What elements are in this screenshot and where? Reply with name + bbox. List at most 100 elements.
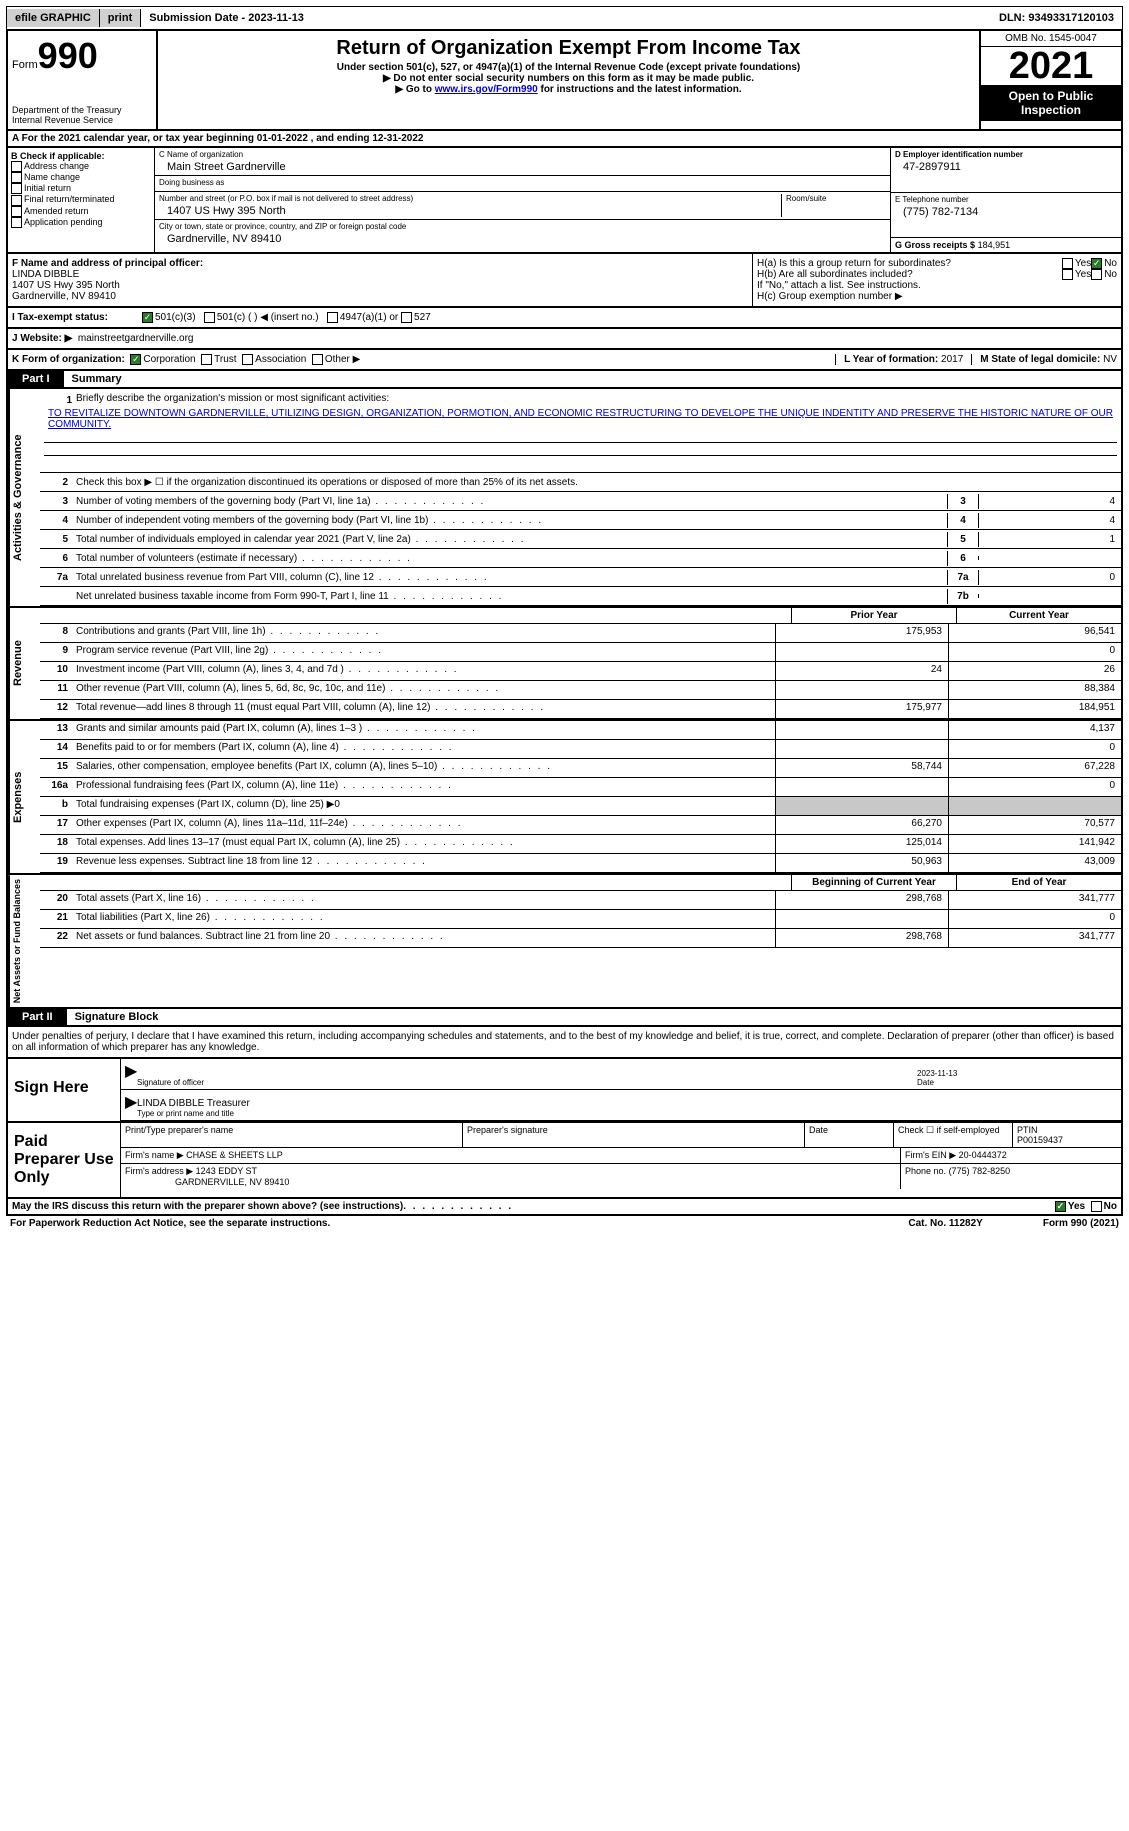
hdr-end: End of Year (956, 875, 1121, 890)
row-klm: K Form of organization: Corporation Trus… (6, 350, 1123, 371)
hb-note: If "No," attach a list. See instructions… (757, 280, 1117, 291)
summary-row: 6Total number of volunteers (estimate if… (40, 549, 1121, 568)
hb-label: H(b) Are all subordinates included? (757, 269, 1062, 280)
signature-block: Under penalties of perjury, I declare th… (6, 1027, 1123, 1199)
part1-title: Summary (64, 371, 130, 387)
officer-name: LINDA DIBBLE (12, 269, 748, 280)
phone: (775) 782-7134 (895, 204, 1117, 218)
org-name-label: C Name of organization (159, 150, 886, 159)
summary-row: 3Number of voting members of the governi… (40, 492, 1121, 511)
summary-row: Net unrelated business taxable income fr… (40, 587, 1121, 606)
officer-addr1: 1407 US Hwy 395 North (12, 280, 748, 291)
arrow-icon: ▶ (125, 1092, 137, 1118)
check-501c[interactable] (204, 312, 215, 323)
check-501c3[interactable] (142, 312, 153, 323)
check-trust[interactable] (201, 354, 212, 365)
part2-header: Part II Signature Block (6, 1009, 1123, 1027)
financial-row: 16aProfessional fundraising fees (Part I… (40, 778, 1121, 797)
check-assoc[interactable] (242, 354, 253, 365)
instr-2-post: for instructions and the latest informat… (538, 84, 742, 95)
discuss-label: May the IRS discuss this return with the… (12, 1201, 403, 1212)
part1-header: Part I Summary (6, 371, 1123, 389)
gross-receipts-label: G Gross receipts $ (895, 240, 975, 250)
ha-no[interactable] (1091, 258, 1102, 269)
check-other[interactable] (312, 354, 323, 365)
ein-label: D Employer identification number (895, 150, 1117, 159)
year-formation: 2017 (941, 354, 963, 365)
ha-yes[interactable] (1062, 258, 1073, 269)
discuss-no[interactable] (1091, 1201, 1102, 1212)
hc-label: H(c) Group exemption number ▶ (757, 291, 1117, 302)
firm-ein: 20-0444372 (959, 1150, 1007, 1160)
check-final-return[interactable] (11, 195, 22, 206)
lbl-final-return: Final return/terminated (24, 194, 115, 204)
form-footer: Form 990 (2021) (1043, 1218, 1119, 1229)
sig-intro: Under penalties of perjury, I declare th… (8, 1027, 1121, 1059)
financial-row: 18Total expenses. Add lines 13–17 (must … (40, 835, 1121, 854)
officer-name-title: LINDA DIBBLE Treasurer (137, 1098, 1117, 1109)
discuss-yes[interactable] (1055, 1201, 1066, 1212)
row-i: I Tax-exempt status: 501(c)(3) 501(c) ( … (6, 308, 1123, 329)
financial-row: 20Total assets (Part X, line 16)298,7683… (40, 891, 1121, 910)
hdr-current: Current Year (956, 608, 1121, 623)
financial-row: 13Grants and similar amounts paid (Part … (40, 721, 1121, 740)
lbl-address-change: Address change (24, 161, 89, 171)
dba (159, 187, 886, 189)
firm-addr-label: Firm's address ▶ (125, 1166, 193, 1176)
row-j: J Website: ▶ mainstreetgardnerville.org (6, 329, 1123, 350)
financial-row: 9Program service revenue (Part VIII, lin… (40, 643, 1121, 662)
check-address-change[interactable] (11, 161, 22, 172)
arrow-icon: ▶ (125, 1061, 137, 1087)
check-name-change[interactable] (11, 172, 22, 183)
lbl-name-change: Name change (24, 172, 80, 182)
hb-yes[interactable] (1062, 269, 1073, 280)
hb-no[interactable] (1091, 269, 1102, 280)
print-button[interactable]: print (100, 9, 141, 27)
officer-label: F Name and address of principal officer: (12, 258, 748, 269)
irs-link[interactable]: www.irs.gov/Form990 (435, 84, 538, 95)
side-activities: Activities & Governance (8, 389, 40, 606)
net-assets-section: Net Assets or Fund Balances Beginning of… (6, 875, 1123, 1009)
discuss-row: May the IRS discuss this return with the… (6, 1199, 1123, 1216)
website-label: J Website: ▶ (12, 333, 72, 344)
check-amended[interactable] (11, 206, 22, 217)
form-subtitle: Under section 501(c), 527, or 4947(a)(1)… (162, 62, 975, 73)
instr-2-pre: ▶ Go to (395, 84, 434, 95)
submission-date: Submission Date - 2023-11-13 (141, 9, 312, 27)
check-527[interactable] (401, 312, 412, 323)
instr-1: ▶ Do not enter social security numbers o… (162, 73, 975, 84)
self-emp-label: Check ☐ if self-employed (898, 1125, 1000, 1135)
summary-row: 7aTotal unrelated business revenue from … (40, 568, 1121, 587)
check-app-pending[interactable] (11, 217, 22, 228)
side-expenses: Expenses (8, 721, 40, 873)
paid-preparer-label: Paid Preparer Use Only (8, 1123, 121, 1197)
financial-row: 19Revenue less expenses. Subtract line 1… (40, 854, 1121, 873)
efile-label: efile GRAPHIC (7, 9, 100, 27)
check-initial-return[interactable] (11, 183, 22, 194)
dln: DLN: 93493317120103 (991, 9, 1122, 27)
financial-row: 14Benefits paid to or for members (Part … (40, 740, 1121, 759)
irs-label: Internal Revenue Service (12, 115, 152, 125)
pra-notice: For Paperwork Reduction Act Notice, see … (10, 1218, 330, 1229)
q1-label: Briefly describe the organization's miss… (76, 393, 389, 408)
officer-addr2: Gardnerville, NV 89410 (12, 291, 748, 302)
firm-phone-label: Phone no. (905, 1166, 946, 1176)
check-corp[interactable] (130, 354, 141, 365)
check-4947[interactable] (327, 312, 338, 323)
firm-name: CHASE & SHEETS LLP (186, 1150, 283, 1160)
financial-row: bTotal fundraising expenses (Part IX, co… (40, 797, 1121, 816)
side-net-assets: Net Assets or Fund Balances (8, 875, 40, 1007)
date-label: Date (917, 1078, 1117, 1087)
state-domicile-label: M State of legal domicile: (980, 354, 1100, 365)
financial-row: 12Total revenue—add lines 8 through 11 (… (40, 700, 1121, 719)
summary-row: 4Number of independent voting members of… (40, 511, 1121, 530)
expenses-section: Expenses 13Grants and similar amounts pa… (6, 721, 1123, 875)
form-word: Form (12, 59, 38, 71)
financial-row: 21Total liabilities (Part X, line 26)0 (40, 910, 1121, 929)
year-formation-label: L Year of formation: (844, 354, 938, 365)
mission-text: TO REVITALIZE DOWNTOWN GARDNERVILLE, UTI… (44, 408, 1117, 430)
part2-title: Signature Block (67, 1009, 167, 1025)
financial-row: 17Other expenses (Part IX, column (A), l… (40, 816, 1121, 835)
dba-label: Doing business as (159, 178, 886, 187)
tax-status-label: I Tax-exempt status: (12, 312, 142, 323)
